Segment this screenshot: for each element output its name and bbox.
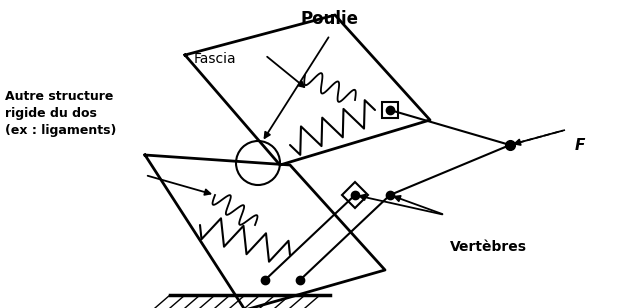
Text: Poulie: Poulie <box>301 10 359 28</box>
Text: Fascia: Fascia <box>194 52 237 66</box>
Text: F: F <box>575 137 586 152</box>
Text: Autre structure
rigide du dos
(ex : ligaments): Autre structure rigide du dos (ex : liga… <box>5 90 116 137</box>
Text: Vertèbres: Vertèbres <box>450 240 527 254</box>
